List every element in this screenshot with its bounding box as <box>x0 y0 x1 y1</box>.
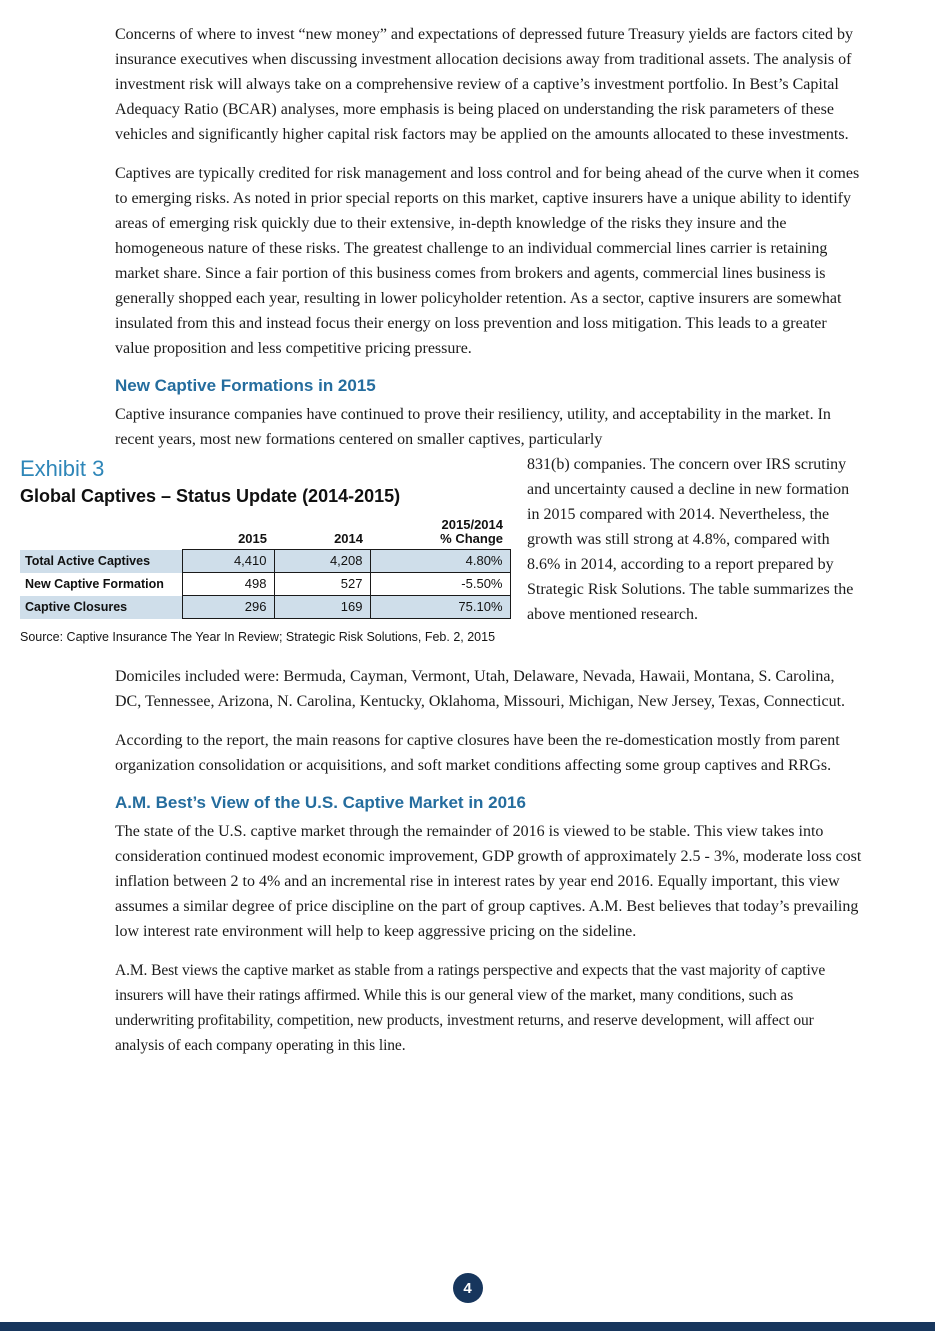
cell-2015: 4,410 <box>181 549 275 573</box>
table-header-row: 2015 2014 2015/2014% Change <box>20 516 510 550</box>
table-row: Captive Closures 296 169 75.10% <box>20 595 511 619</box>
paragraph-formations-wrap: 831(b) companies. The concern over IRS s… <box>527 456 854 623</box>
paragraph-formations-intro: Captive insurance companies have continu… <box>115 406 831 448</box>
footer-bar <box>0 1322 935 1331</box>
exhibit-3-block: Exhibit 3 Global Captives – Status Updat… <box>20 456 511 654</box>
table-row: New Captive Formation 498 527 -5.50% <box>20 572 511 596</box>
cell-2014: 4,208 <box>273 549 371 573</box>
paragraph-ratings-view: A.M. Best views the captive market as st… <box>115 962 826 1054</box>
exhibit-label: Exhibit 3 <box>20 456 105 481</box>
table-row: Total Active Captives 4,410 4,208 4.80% <box>20 549 511 573</box>
row-label: Total Active Captives <box>20 549 182 573</box>
page-number-badge: 4 <box>452 1273 483 1303</box>
row-label: New Captive Formation <box>25 577 164 591</box>
paragraph-closure-reasons: According to the report, the main reason… <box>115 732 840 774</box>
paragraph-domiciles: Domiciles included were: Bermuda, Cayman… <box>115 668 846 710</box>
col-header-change: 2015/2014% Change <box>370 516 510 550</box>
paragraph-captive-credit: Captives are typically credited for risk… <box>115 165 860 357</box>
col-header-change-line2: % Change <box>440 531 503 546</box>
cell-change: 4.80% <box>369 549 511 573</box>
exhibit-source-note: Source: Captive Insurance The Year In Re… <box>20 630 496 644</box>
cell-change: -5.50% <box>369 572 511 596</box>
paragraph-investment-concerns: Concerns of where to invest “new money” … <box>115 26 853 143</box>
page-content: Concerns of where to invest “new money” … <box>20 26 862 1054</box>
cell-2015: 296 <box>181 595 275 619</box>
heading-am-best-view: A.M. Best’s View of the U.S. Captive Mar… <box>115 793 526 812</box>
row-label: Captive Closures <box>20 595 182 619</box>
captives-status-table: 2015 2014 2015/2014% Change Total Active… <box>20 516 511 619</box>
paragraph-market-outlook: The state of the U.S. captive market thr… <box>115 823 862 940</box>
cell-change: 75.10% <box>369 595 511 619</box>
col-header-blank <box>20 516 182 550</box>
cell-2014: 169 <box>273 595 371 619</box>
exhibit-title: Global Captives – Status Update (2014-20… <box>20 486 401 506</box>
cell-2014: 527 <box>273 572 371 596</box>
col-header-2015: 2015 <box>238 531 267 546</box>
col-header-2014: 2014 <box>334 531 363 546</box>
heading-new-captive-formations: New Captive Formations in 2015 <box>115 376 376 395</box>
col-header-change-line1: 2015/2014 <box>441 517 503 532</box>
cell-2015: 498 <box>181 572 275 596</box>
